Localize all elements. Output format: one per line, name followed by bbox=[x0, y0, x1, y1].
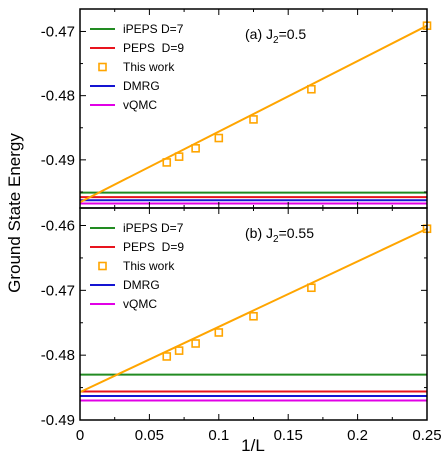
x-axis-label: 1/L bbox=[241, 436, 265, 455]
fit-line-b bbox=[79, 227, 428, 394]
data-point-a-0-1 bbox=[174, 152, 184, 161]
panel-a: -0.47 -0.48 -0.49 iPEPS D=7 PEPS D=9 This wor… bbox=[41, 8, 432, 209]
x-tick-label: 0.05 bbox=[135, 427, 164, 444]
data-point-a-0-5 bbox=[307, 84, 316, 94]
x-tick-label: 0.15 bbox=[274, 427, 303, 444]
panel-label-b: (b) J2=0.55 bbox=[245, 225, 314, 245]
y-tick-label: -0.49 bbox=[41, 152, 75, 169]
y-tick-label: -0.49 bbox=[41, 412, 75, 429]
data-point-a-0-2 bbox=[191, 144, 200, 153]
legend-label-a-1: PEPS D=9 bbox=[123, 41, 184, 55]
legend-label-a-3: DMRG bbox=[123, 79, 160, 93]
legend-label-b-0: iPEPS D=7 bbox=[123, 221, 184, 235]
data-point-b-0-2 bbox=[191, 339, 200, 348]
legend-label-a-4: vQMC bbox=[123, 98, 157, 112]
legend-label-b-1: PEPS D=9 bbox=[123, 240, 184, 254]
y-tick-label: -0.47 bbox=[41, 282, 75, 299]
data-point-a-0-4 bbox=[249, 115, 258, 124]
x-tick-label: 0.2 bbox=[347, 427, 368, 444]
legend-label-b-4: vQMC bbox=[123, 297, 157, 311]
legend-label-b-2: This work bbox=[123, 259, 175, 273]
legend-label-b-3: DMRG bbox=[123, 278, 160, 292]
data-point-b-0-1 bbox=[174, 346, 184, 355]
legend-marker-b-2 bbox=[98, 261, 107, 271]
data-point-b-0-0 bbox=[162, 352, 172, 361]
y-tick-label: -0.47 bbox=[41, 23, 75, 40]
x-tick-label: 0 bbox=[76, 427, 84, 444]
y-tick-label: -0.48 bbox=[41, 88, 75, 105]
legend-marker-a-2 bbox=[98, 62, 107, 72]
x-tick-label: 0.1 bbox=[208, 427, 229, 444]
panel-label-a: (a) J2=0.5 bbox=[245, 26, 306, 46]
panel-b: 0 0.05 0.1 0.15 0.2 0.25 -0.46 -0.47 -0.48 -0.49 i… bbox=[41, 207, 442, 444]
y-axis-label: Ground State Energy bbox=[5, 133, 24, 293]
data-point-a-0-3 bbox=[214, 133, 224, 143]
data-point-a-0-0 bbox=[162, 158, 172, 167]
y-tick-label: -0.46 bbox=[41, 218, 75, 235]
data-point-b-0-5 bbox=[307, 283, 316, 293]
legend-label-a-0: iPEPS D=7 bbox=[123, 22, 184, 36]
data-point-b-0-4 bbox=[249, 311, 258, 321]
x-tick-label: 0.25 bbox=[412, 427, 441, 444]
fit-line-a bbox=[79, 24, 428, 204]
data-point-b-0-3 bbox=[214, 328, 224, 337]
y-tick-label: -0.48 bbox=[41, 347, 75, 364]
legend-label-a-2: This work bbox=[123, 60, 175, 74]
